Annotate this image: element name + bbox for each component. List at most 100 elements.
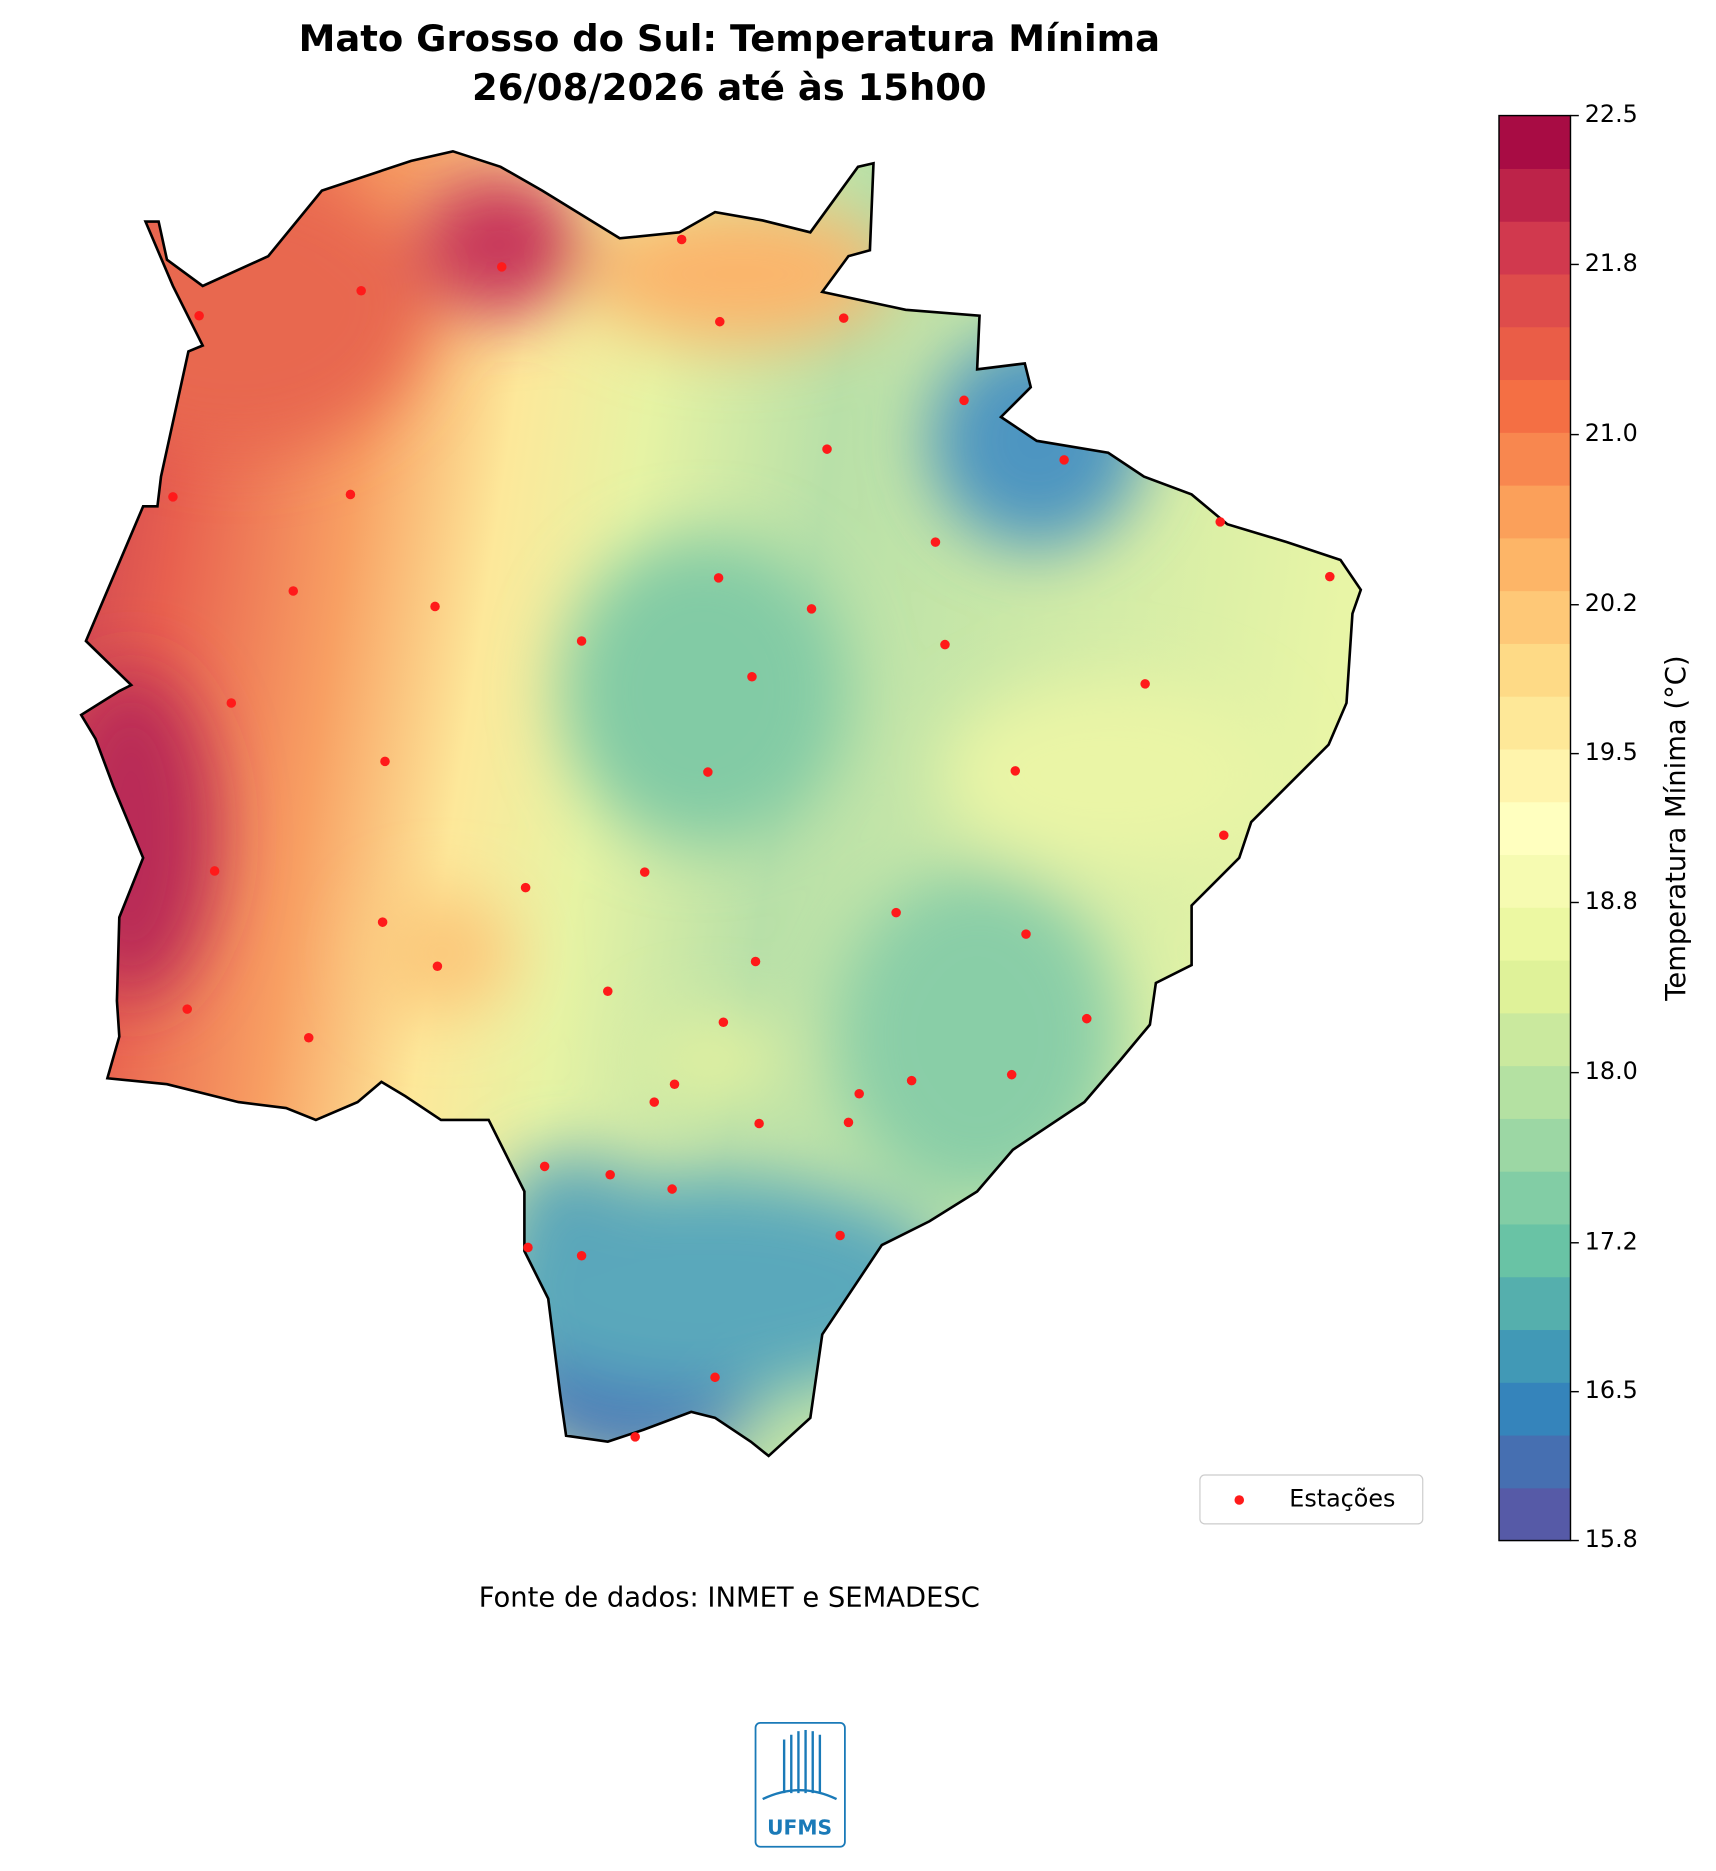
station (377, 917, 388, 927)
legend: Estações (1199, 1474, 1424, 1525)
legend-marker (1234, 1495, 1245, 1505)
colorbar-band (1498, 907, 1571, 961)
station (1219, 830, 1229, 840)
station (835, 1230, 845, 1241)
source: Fonte de dados: INMET e SEMADESC (479, 1582, 980, 1613)
colorbar-band (1498, 1118, 1571, 1172)
colorbar-band (1498, 326, 1571, 381)
colorbar-band (1498, 748, 1571, 803)
station (1081, 1013, 1092, 1024)
title: Mato Grosso do Sul: Temperatura Mínima (299, 17, 1160, 60)
colorbar-band (1498, 1223, 1571, 1278)
station (906, 1075, 917, 1086)
station (713, 573, 724, 583)
station (356, 285, 366, 296)
colorbar-band (1498, 1434, 1571, 1489)
legend-label: Estações (1289, 1485, 1395, 1513)
station (843, 1117, 854, 1128)
colorbar-tick-label: 19.5 (1585, 738, 1638, 766)
colorbar-band (1498, 801, 1571, 856)
logo: UFMS (754, 1721, 846, 1848)
colorbar-band (1498, 1329, 1571, 1383)
colorbar-band (1498, 115, 1571, 169)
subtitle: 26/08/2026 até às 15h00 (472, 66, 987, 109)
colorbar-band (1498, 432, 1571, 486)
station (750, 956, 761, 967)
station (891, 907, 901, 918)
colorbar-tick-label: 16.5 (1585, 1376, 1638, 1404)
station (959, 395, 969, 406)
colorbar-band (1498, 1012, 1571, 1067)
station (649, 1097, 660, 1107)
station (1010, 766, 1021, 776)
colorbar-tick-label: 21.0 (1585, 419, 1638, 447)
colorbar-band (1498, 1487, 1571, 1542)
colorbar-band (1498, 221, 1571, 275)
station (226, 698, 237, 708)
station (639, 867, 650, 877)
station (854, 1088, 864, 1099)
map-fill (81, 151, 1361, 1456)
colorbar-band (1498, 379, 1571, 433)
station (168, 492, 178, 502)
station (1021, 929, 1031, 939)
colorbar-band (1498, 696, 1571, 750)
colorbar-band (1498, 1065, 1571, 1119)
legend-box (1199, 1474, 1424, 1525)
station (838, 313, 849, 323)
colorbar-band (1498, 643, 1571, 697)
colorbar-band (1498, 1171, 1571, 1225)
station (520, 882, 531, 893)
station (576, 636, 587, 646)
colorbar-tick-label: 18.0 (1585, 1057, 1638, 1085)
station (710, 1372, 720, 1383)
station (669, 1079, 680, 1089)
station (1215, 517, 1225, 527)
colorbar-band (1498, 1276, 1571, 1331)
station (605, 1170, 615, 1180)
station (288, 586, 299, 596)
colorbar-tick-label: 22.5 (1585, 100, 1638, 128)
station (1006, 1069, 1017, 1080)
logo-text: UFMS (767, 1815, 832, 1839)
station (822, 444, 832, 454)
colorbar-tick-label: 20.2 (1585, 589, 1638, 617)
colorbar-band (1498, 168, 1571, 222)
station (430, 601, 440, 612)
colorbar-band (1498, 273, 1571, 328)
station (667, 1184, 677, 1194)
station (630, 1432, 640, 1442)
colorbar-tick-label: 17.2 (1585, 1227, 1638, 1255)
colorbar-band (1498, 485, 1571, 539)
station (747, 671, 757, 682)
colorbar-label: Temperatura Mínima (°C) (1661, 655, 1692, 1001)
station (539, 1161, 550, 1172)
station (182, 1004, 192, 1014)
colorbar-band (1498, 590, 1571, 644)
station (1059, 455, 1069, 465)
colorbar-tick-label: 21.8 (1585, 249, 1638, 277)
station (380, 756, 390, 767)
state-outline (79, 149, 1363, 1458)
colorbar-tick-label: 18.8 (1585, 887, 1638, 915)
station (576, 1251, 587, 1261)
station (194, 310, 204, 321)
station (676, 234, 687, 245)
station (1140, 679, 1150, 689)
station (930, 537, 941, 547)
station (603, 986, 613, 997)
stations (168, 234, 1335, 1442)
station (432, 961, 443, 972)
station (345, 489, 356, 500)
colorbar: 15.8 16.5 17.2 18.0 18.8 19.5 20.2 21.0 21.8 22.5 (1498, 100, 1638, 1553)
station (703, 767, 713, 777)
colorbar-band (1498, 854, 1571, 908)
colorbar-band (1498, 1382, 1571, 1436)
station (806, 604, 817, 614)
station (718, 1017, 729, 1028)
station (940, 639, 950, 650)
colorbar-band (1498, 537, 1571, 592)
station (209, 866, 220, 876)
station (1325, 571, 1335, 582)
